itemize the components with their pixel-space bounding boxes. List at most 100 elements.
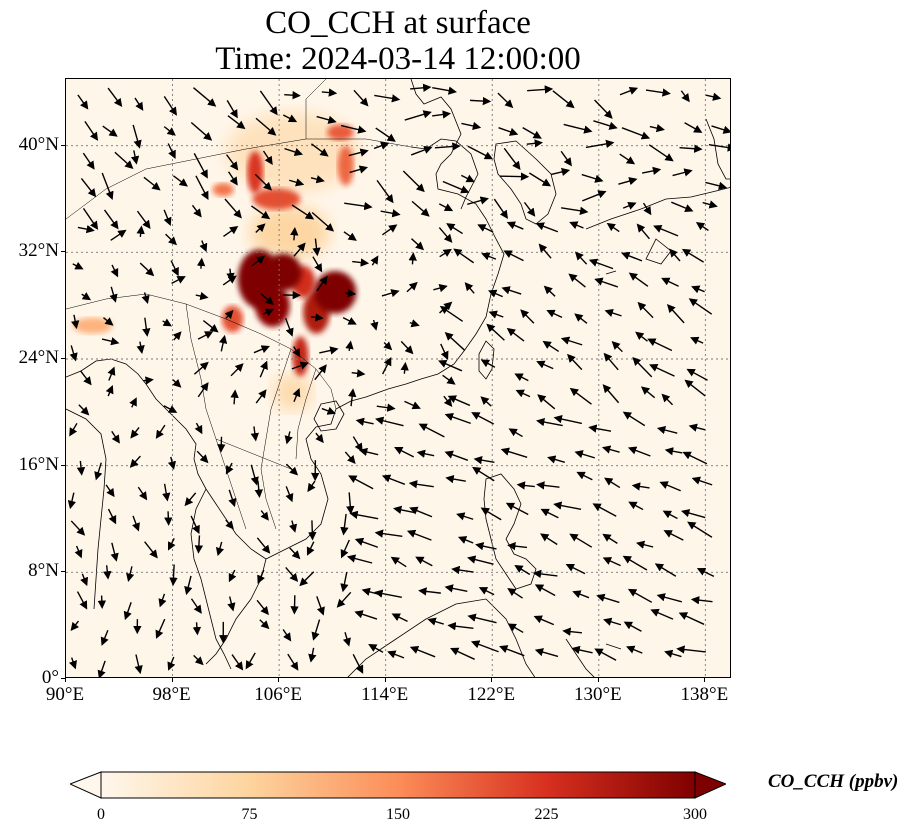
wind-arrow: [444, 584, 468, 593]
wind-arrow: [488, 289, 503, 298]
wind-arrow: [225, 462, 234, 475]
wind-arrow: [78, 404, 90, 416]
wind-arrow: [251, 205, 271, 220]
wind-arrow: [672, 168, 693, 177]
wind-arrow: [192, 622, 202, 636]
wind-arrow: [480, 396, 492, 407]
wind-arrow: [184, 575, 193, 596]
wind-arrow: [107, 508, 117, 525]
wind-arrow: [162, 318, 173, 327]
wind-arrow: [393, 505, 415, 515]
wind-arrow: [374, 529, 403, 538]
wind-arrow: [588, 424, 612, 433]
wind-arrow: [481, 252, 497, 261]
wind-arrow: [444, 412, 471, 425]
wind-arrow: [447, 395, 471, 407]
wind-arrow: [69, 345, 78, 362]
wind-arrow: [375, 127, 396, 142]
map-panel[interactable]: [65, 78, 731, 678]
wind-arrow: [619, 86, 639, 96]
wind-arrow: [103, 565, 112, 580]
coast-hainan: [313, 400, 345, 432]
wind-arrow: [340, 571, 349, 593]
wind-arrow: [440, 343, 449, 360]
wind-arrow: [307, 480, 316, 493]
wind-arrow: [534, 648, 559, 658]
lon-tick-mark: [597, 678, 599, 682]
wind-arrow: [534, 584, 556, 597]
wind-arrow: [493, 198, 509, 219]
wind-arrow: [464, 282, 475, 294]
wind-arrow: [251, 255, 266, 267]
wind-arrow: [172, 378, 182, 388]
wind-arrow: [346, 554, 373, 564]
wind-arrow: [84, 120, 99, 141]
wind-arrow: [194, 422, 203, 435]
wind-arrow: [259, 360, 268, 378]
wind-arrow: [169, 564, 178, 586]
wind-arrow: [705, 181, 728, 190]
wind-arrow: [602, 533, 618, 544]
wind-arrow: [528, 172, 552, 187]
wind-arrow: [442, 374, 456, 385]
lon-tick-mark: [704, 678, 706, 682]
wind-arrow: [594, 648, 617, 661]
wind-arrow: [552, 90, 575, 109]
wind-arrow: [222, 275, 237, 286]
coast-indochina: [66, 358, 337, 560]
wind-arrow: [680, 90, 690, 103]
wind-arrow: [648, 144, 674, 162]
wind-arrow: [171, 276, 186, 284]
wind-arrow: [348, 388, 357, 407]
wind-arrow: [292, 346, 301, 358]
wind-arrow: [602, 557, 621, 567]
wind-arrow: [684, 379, 706, 397]
wind-arrow: [143, 376, 154, 385]
wind-arrow: [306, 541, 315, 556]
wind-arrow: [603, 352, 619, 371]
wind-arrow: [165, 233, 177, 246]
wind-arrow: [551, 167, 571, 177]
wind-arrow: [688, 423, 706, 432]
wind-arrow: [588, 258, 614, 270]
wind-arrow: [621, 127, 651, 140]
wind-arrow: [255, 223, 266, 233]
wind-arrow: [70, 520, 86, 536]
wind-arrow: [342, 632, 351, 647]
wind-arrow: [569, 387, 592, 405]
wind-arrow: [632, 357, 653, 378]
wind-arrow: [162, 483, 171, 502]
wind-arrow: [478, 587, 495, 596]
wind-arrow: [533, 615, 555, 626]
wind-arrow: [289, 547, 301, 560]
title-line2: Time: 2024-03-14 12:00:00: [215, 41, 581, 77]
lat-tick-mark: [61, 571, 65, 573]
wind-arrow: [537, 394, 556, 410]
wind-arrow: [411, 238, 425, 251]
wind-arrow: [571, 645, 593, 655]
wind-arrow: [321, 88, 338, 97]
wind-arrow: [136, 225, 145, 237]
wind-arrow: [601, 445, 620, 454]
wind-arrow: [223, 225, 239, 238]
wind-arrow: [224, 310, 234, 320]
wind-arrow: [690, 596, 713, 605]
wind-arrow: [659, 481, 681, 492]
wind-arrow: [567, 353, 583, 371]
wind-arrow: [506, 327, 525, 342]
wind-arrow: [375, 416, 404, 427]
wind-arrow: [676, 645, 706, 654]
wind-arrow: [640, 386, 656, 399]
wind-arrow: [348, 475, 374, 490]
lat-tick-mark: [61, 251, 65, 253]
wind-arrow: [224, 198, 242, 219]
wind-arrow: [409, 646, 436, 658]
lon-tick-mark: [65, 678, 66, 682]
wind-arrow: [516, 481, 535, 490]
plume-cell: [337, 145, 354, 186]
wind-arrow: [352, 653, 364, 674]
wind-arrow: [167, 656, 176, 671]
wind-arrow: [193, 153, 208, 179]
wind-arrow: [69, 422, 78, 437]
wind-arrow: [540, 508, 559, 519]
